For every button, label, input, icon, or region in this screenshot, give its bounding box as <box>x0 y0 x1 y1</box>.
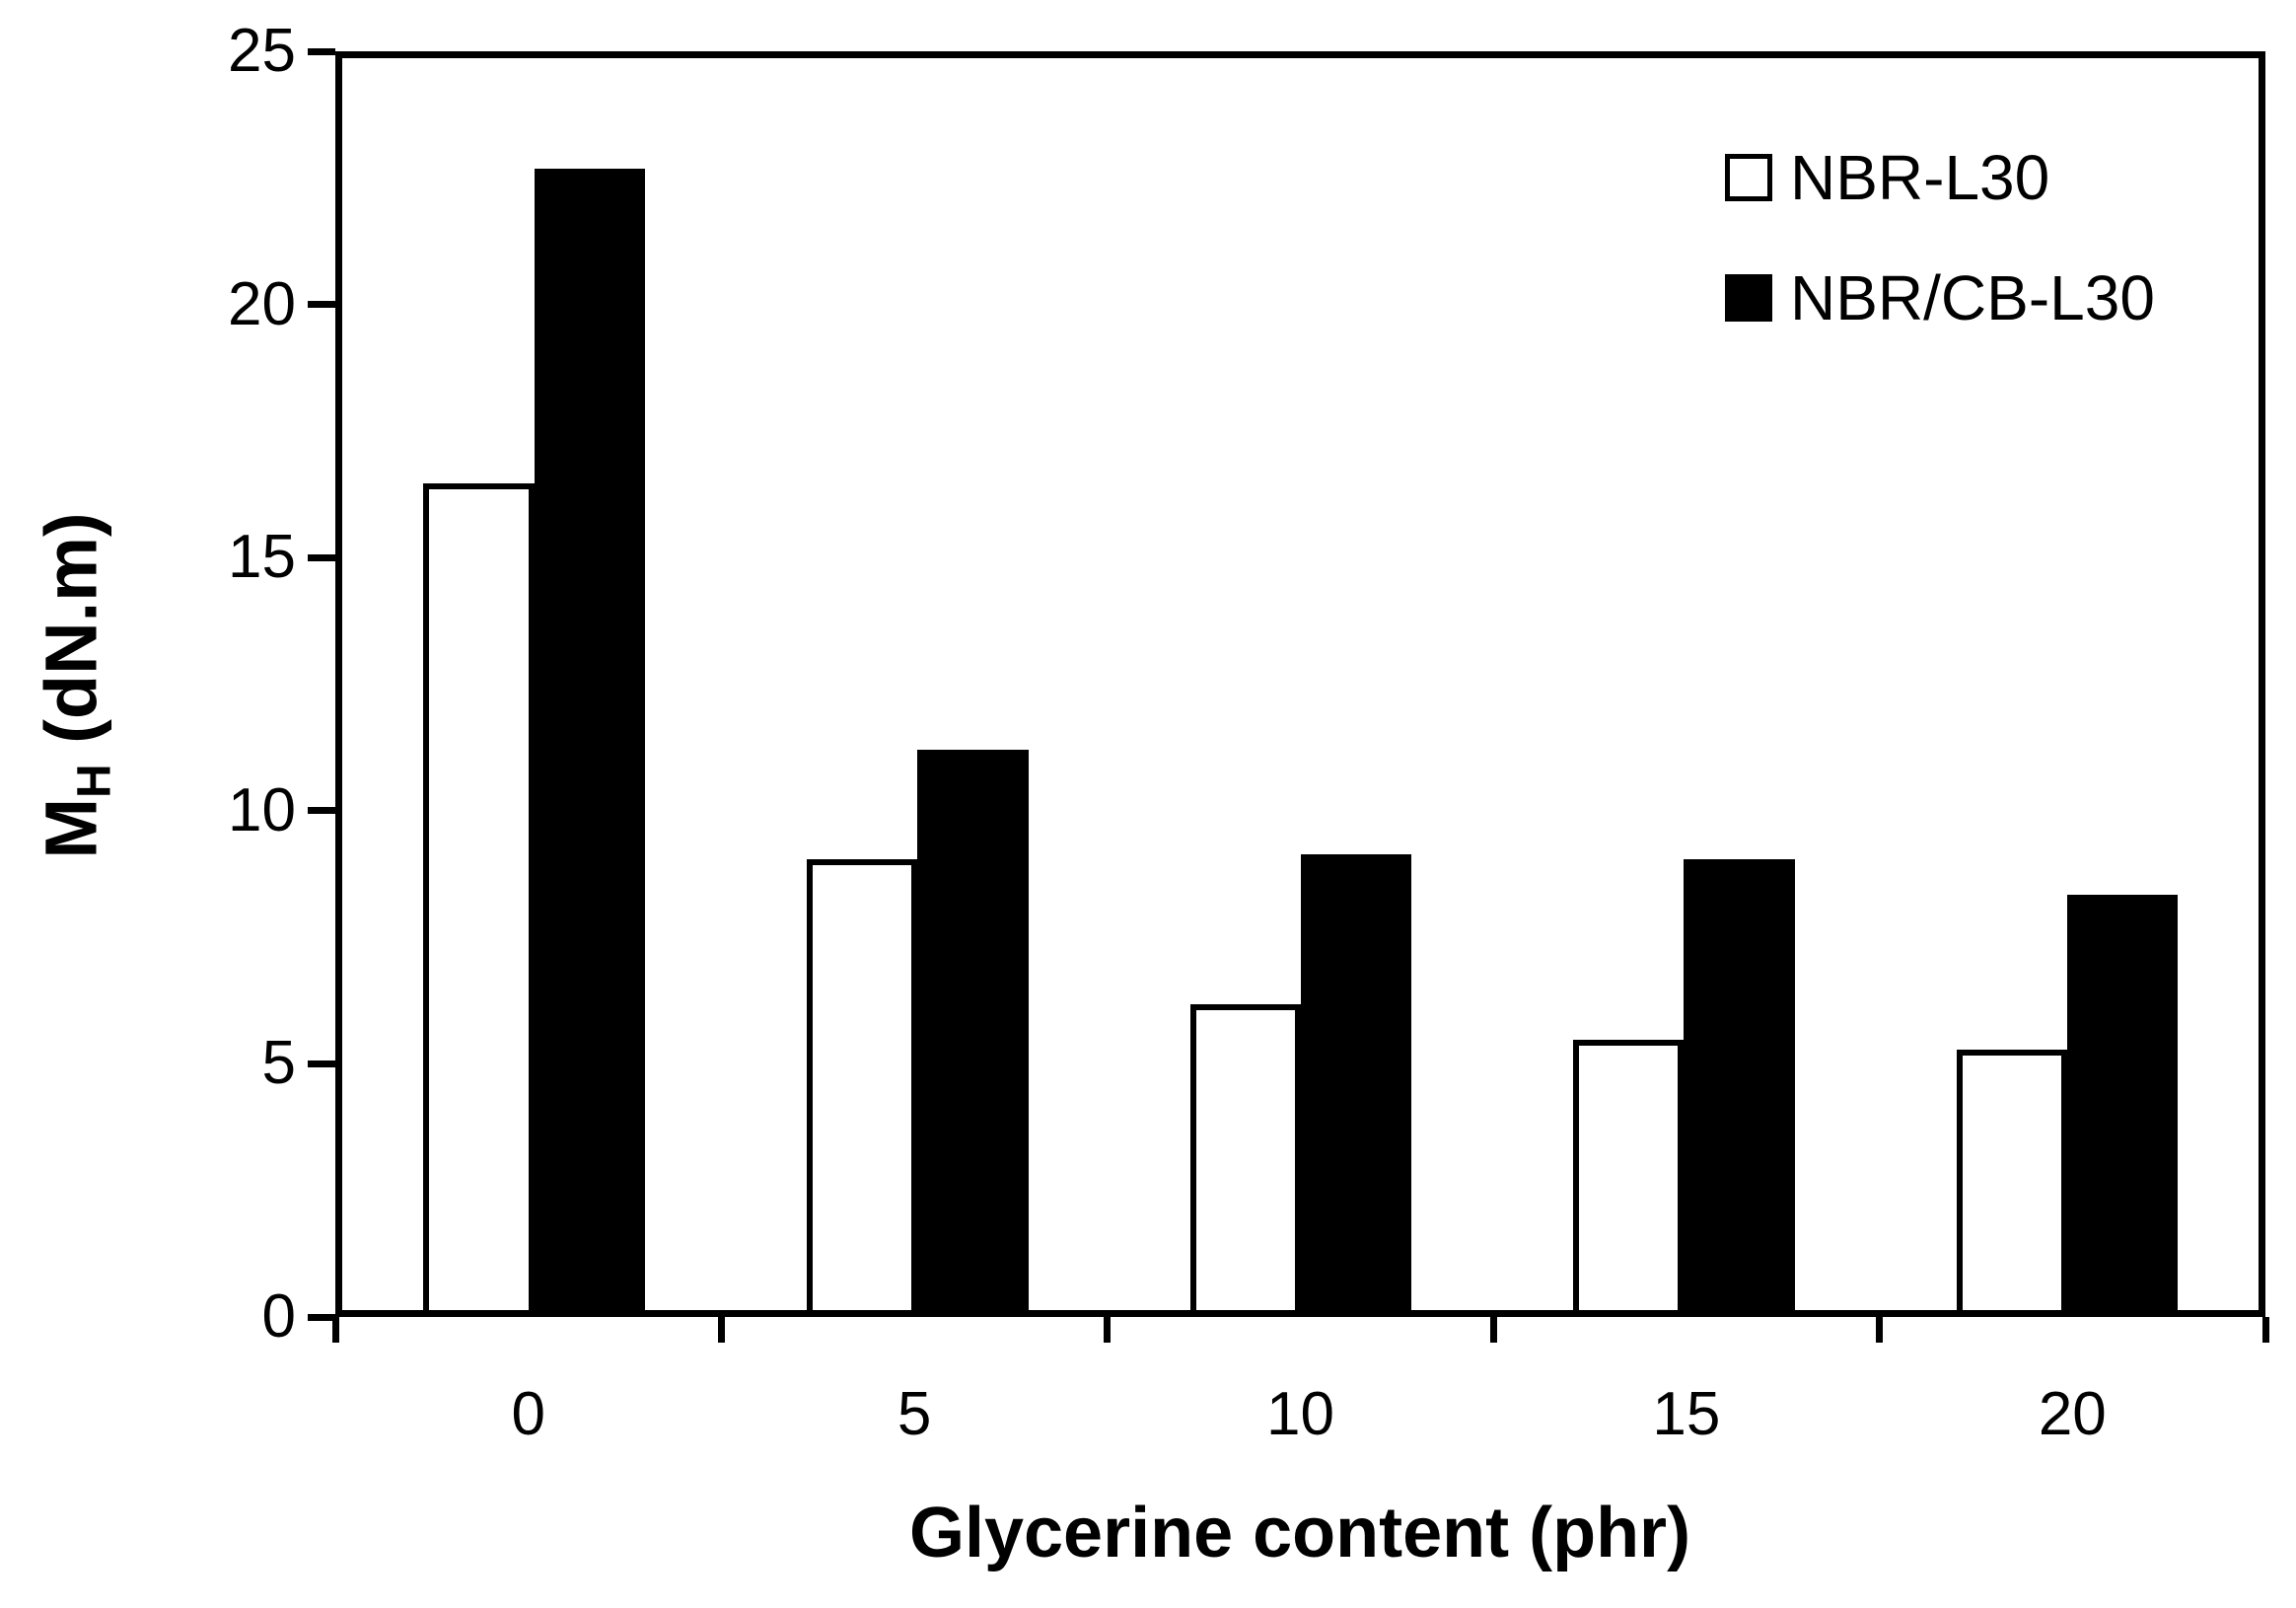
y-axis-title-subscript: H <box>68 764 121 798</box>
x-axis-tick <box>1876 1317 1884 1343</box>
y-axis-tick-label: 20 <box>228 269 296 338</box>
y-axis-tick <box>308 301 335 309</box>
x-axis-tick <box>1489 1317 1497 1343</box>
y-axis-tick-label: 25 <box>228 17 296 85</box>
y-axis-title-main: M <box>30 797 112 859</box>
x-axis-category-label: 0 <box>511 1380 545 1448</box>
plot-area: NBR-L30 NBR/CB-L30 <box>335 51 2265 1317</box>
bar-NBR-L30-cat-20 <box>1956 1050 2068 1310</box>
x-axis-tick <box>331 1317 339 1343</box>
bar-NBR-L30-cat-15 <box>1573 1039 1685 1310</box>
y-axis-tick <box>308 807 335 815</box>
x-axis-category-label: 5 <box>897 1380 932 1448</box>
legend-swatch-filled-square-icon <box>1725 274 1772 322</box>
y-axis-tick-label: 10 <box>228 775 296 844</box>
legend-label: NBR-L30 <box>1790 142 2050 213</box>
bar-NBR/CB-L30-cat-20 <box>2067 894 2179 1310</box>
x-axis-tick <box>1104 1317 1112 1343</box>
bar-NBR-L30-cat-0 <box>423 483 535 1310</box>
x-axis-category-label: 15 <box>1652 1380 1721 1448</box>
y-axis-tick <box>308 1313 335 1321</box>
legend-swatch-open-square-icon <box>1725 154 1772 201</box>
bar-NBR/CB-L30-cat-5 <box>917 749 1029 1310</box>
legend-label: NBR/CB-L30 <box>1790 262 2155 333</box>
y-axis-tick <box>308 47 335 55</box>
bar-NBR-L30-cat-5 <box>806 859 918 1310</box>
y-axis-tick-label: 15 <box>228 523 296 592</box>
y-axis-tick <box>308 553 335 561</box>
x-axis-title: Glycerine content (phr) <box>908 1494 1691 1572</box>
bar-NBR/CB-L30-cat-0 <box>534 168 645 1310</box>
bar-NBR/CB-L30-cat-15 <box>1684 859 1795 1310</box>
legend-entry-NBR/CB-L30: NBR/CB-L30 <box>1725 263 2155 332</box>
y-axis-tick-label: 5 <box>261 1029 296 1098</box>
x-axis-tick <box>717 1317 725 1343</box>
legend-entry-NBR-L30: NBR-L30 <box>1725 143 2155 212</box>
bar-NBR/CB-L30-cat-10 <box>1300 854 1412 1310</box>
y-axis-title: MH (dN.m) <box>30 512 121 859</box>
y-axis-tick <box>308 1060 335 1067</box>
bar-NBR-L30-cat-10 <box>1189 1004 1301 1310</box>
x-axis-category-label: 10 <box>1266 1380 1334 1448</box>
y-axis-title-units: (dN.m) <box>30 512 112 765</box>
legend: NBR-L30 NBR/CB-L30 <box>1725 143 2155 332</box>
x-axis-tick <box>2261 1317 2269 1343</box>
y-axis-tick-label: 0 <box>261 1282 296 1351</box>
x-axis-category-label: 20 <box>2038 1380 2107 1448</box>
